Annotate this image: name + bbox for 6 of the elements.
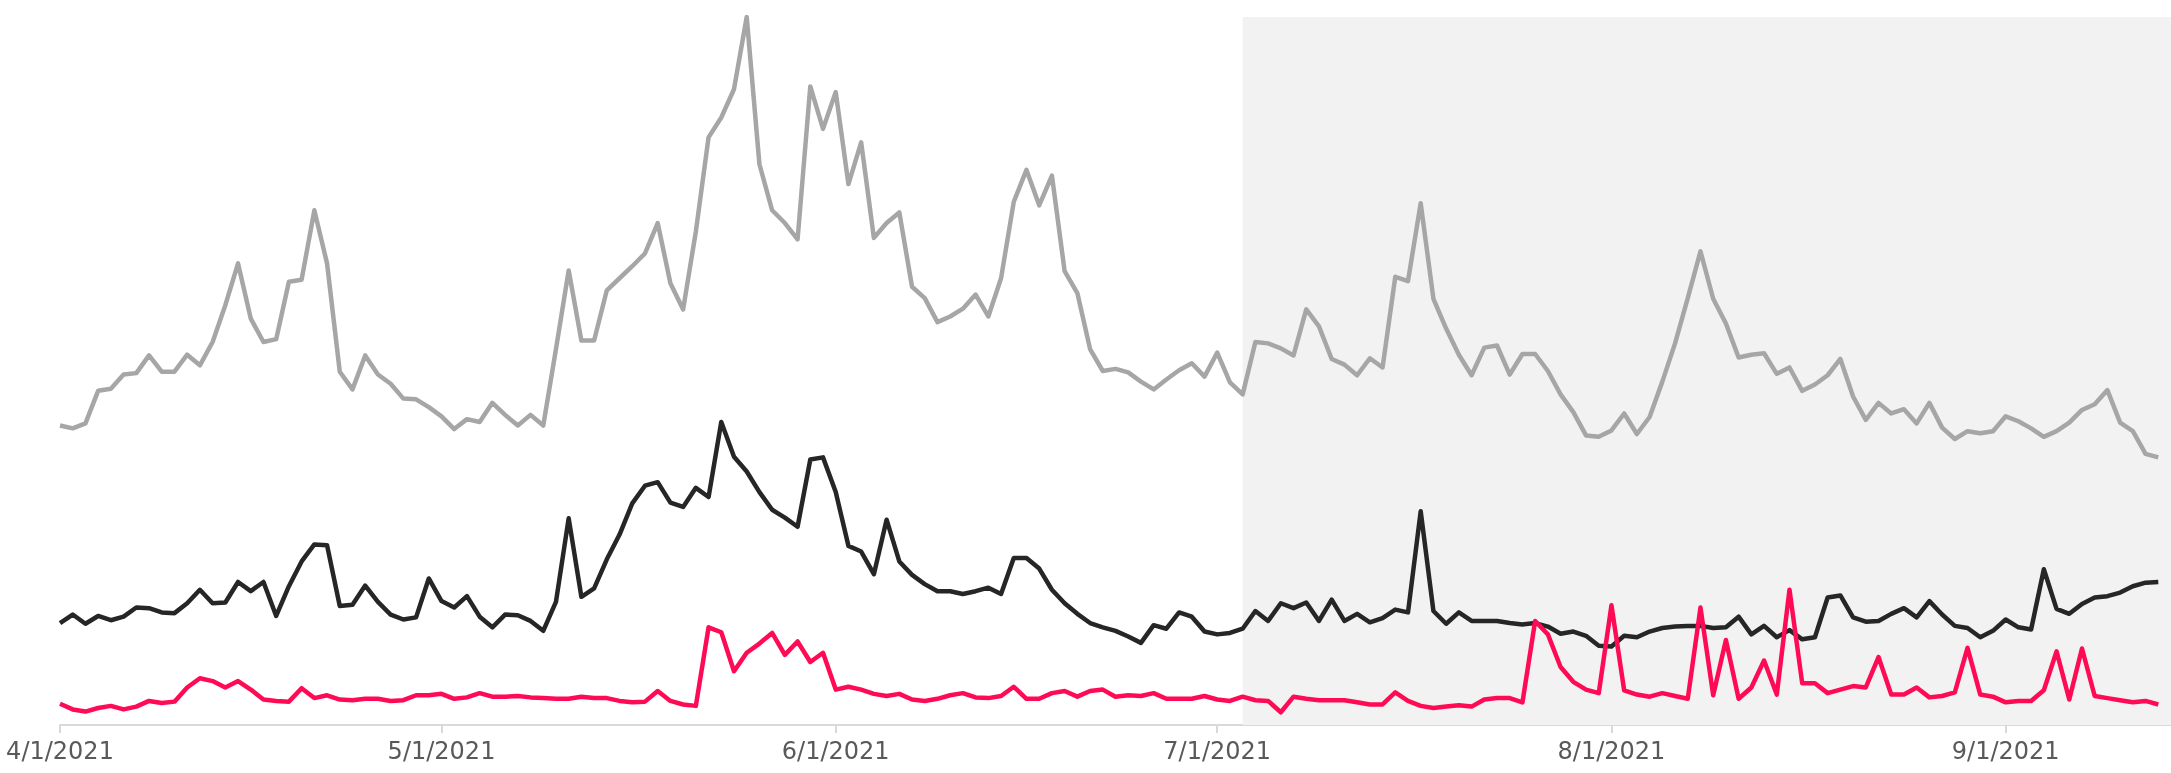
x-tick-label: 7/1/2021 [1163,737,1272,765]
x-tick-label: 4/1/2021 [6,737,114,765]
x-tick-label: 5/1/2021 [387,737,496,765]
x-tick-label: 6/1/2021 [781,737,890,765]
x-tick-label: 9/1/2021 [1951,737,2060,765]
x-tick-label: 8/1/2021 [1557,737,1666,765]
